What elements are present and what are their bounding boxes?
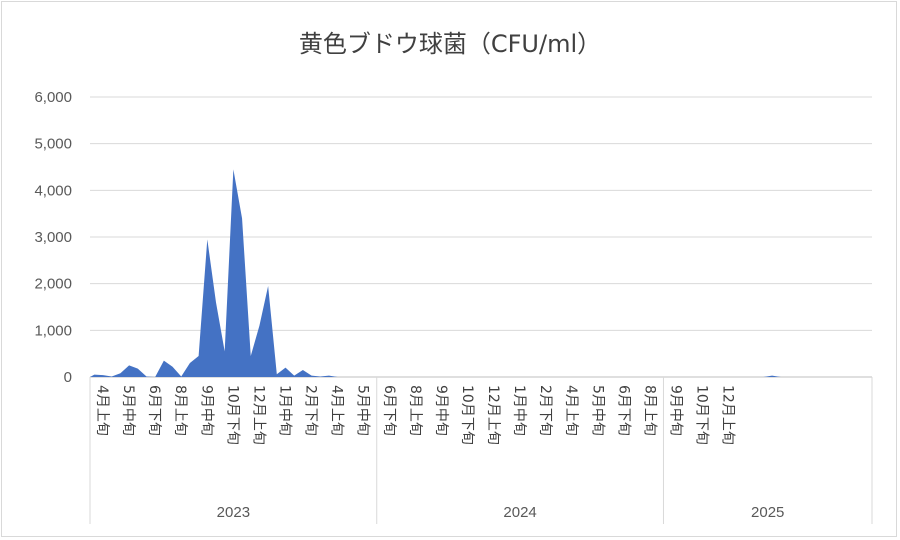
year-label: 2023 [217,504,250,521]
y-tick-label: 2,000 [34,276,72,293]
y-tick-label: 4,000 [34,182,72,199]
x-category-label: 4月上旬 [563,385,579,436]
year-label: 2025 [751,504,784,521]
data-area-layer [90,169,872,377]
year-label: 2024 [503,504,536,521]
x-category-label: 2月下旬 [303,385,319,436]
x-category-label: 2月下旬 [537,385,553,436]
x-category-label: 8月上旬 [407,385,423,436]
x-category-label: 5月中旬 [120,385,136,436]
x-category-label: 4月上旬 [94,385,110,436]
data-area [90,169,872,377]
x-category-label: 4月上旬 [329,385,345,436]
y-axis-ticks: 0 1,000 2,000 3,000 4,000 5,000 6,000 [34,89,72,386]
x-axis: 4月上旬 5月中旬 6月下旬 8月上旬 9月中旬 10月下旬 12月上旬 1月中旬 2月下旬 4月… [89,377,873,524]
chart-title: 黄色ブドウ球菌（CFU/ml） [299,30,601,58]
x-category-label: 10月下旬 [224,385,240,445]
y-tick-label: 0 [64,369,72,386]
x-category-label: 5月中旬 [355,385,371,436]
x-category-label: 6月下旬 [381,385,397,436]
x-category-label: 6月下旬 [615,385,631,436]
x-category-label: 1月中旬 [277,385,293,436]
x-category-label: 10月下旬 [459,385,475,445]
x-category-label: 10月下旬 [694,385,710,445]
x-category-label: 12月上旬 [720,385,736,445]
x-category-label: 9月中旬 [198,385,214,436]
y-tick-label: 3,000 [34,229,72,246]
x-category-label: 12月上旬 [250,385,266,445]
x-category-label: 6月下旬 [146,385,162,436]
y-tick-label: 6,000 [34,89,72,106]
x-category-label: 5月中旬 [589,385,605,436]
x-category-label: 8月上旬 [641,385,657,436]
x-category-label: 1月中旬 [511,385,527,436]
y-tick-label: 5,000 [34,136,72,153]
x-category-label: 9月中旬 [668,385,684,436]
x-category-label: 9月中旬 [433,385,449,436]
x-category-label: 8月上旬 [172,385,188,436]
x-category-label: 12月上旬 [485,385,501,445]
y-tick-label: 1,000 [34,322,72,339]
